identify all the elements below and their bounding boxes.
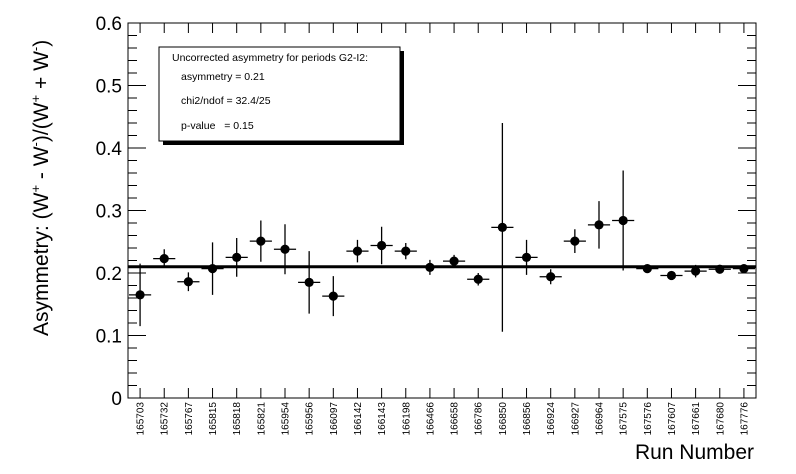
marker <box>401 246 411 256</box>
data-point <box>563 229 586 253</box>
marker <box>183 277 193 287</box>
data-point <box>418 259 441 275</box>
x-tick-label: 165956 <box>305 402 316 436</box>
x-tick-label: 165954 <box>281 402 292 436</box>
x-tick-label: 165703 <box>136 402 147 436</box>
x-tick-label: 167680 <box>715 402 726 436</box>
legend-title: Uncorrected asymmetry for periods G2-I2: <box>172 52 368 64</box>
x-tick-label: 166142 <box>353 402 364 436</box>
y-tick-label: 0.1 <box>96 327 122 348</box>
marker <box>425 262 435 272</box>
y-tick-label: 0.5 <box>96 77 122 98</box>
x-tick-label: 167607 <box>667 402 678 436</box>
x-tick-label: 167576 <box>643 402 654 436</box>
data-point <box>612 170 635 271</box>
legend-line-chi2: chi2/ndof = 32.4/25 <box>181 95 271 107</box>
data-point <box>539 269 562 285</box>
y-tick-label: 0.3 <box>96 202 122 223</box>
x-tick-label: 165732 <box>160 402 171 436</box>
x-tick-label: 166856 <box>522 402 533 436</box>
marker <box>497 222 507 232</box>
x-tick-label: 166143 <box>377 402 388 436</box>
marker <box>618 215 628 226</box>
data-point <box>201 242 224 295</box>
data-point <box>346 239 369 263</box>
data-point <box>249 220 272 262</box>
marker <box>715 264 725 274</box>
x-tick-label: 165821 <box>256 402 267 436</box>
x-tick-label: 165818 <box>232 402 243 436</box>
x-tick-label: 167776 <box>739 402 750 436</box>
data-point <box>515 239 538 275</box>
y-tick-label: 0.6 <box>96 14 122 35</box>
legend-line-pvalue: p-value = 0.15 <box>181 120 254 132</box>
marker <box>135 290 145 300</box>
x-tick-label: 165767 <box>184 402 195 436</box>
marker <box>546 272 556 282</box>
x-tick-label: 166924 <box>546 402 557 436</box>
marker <box>691 266 701 276</box>
legend-box <box>158 46 401 142</box>
marker <box>280 244 290 254</box>
data-point <box>708 264 731 274</box>
data-point <box>129 263 152 327</box>
data-point <box>225 238 248 277</box>
marker <box>352 246 363 256</box>
marker <box>232 252 242 262</box>
data-point <box>153 249 176 268</box>
x-tick-label: 166658 <box>450 402 461 436</box>
marker <box>521 252 532 262</box>
x-tick-label: 166850 <box>498 402 509 436</box>
legend: Uncorrected asymmetry for periods G2-I2:… <box>158 46 404 145</box>
x-tick-label: 167575 <box>619 402 630 436</box>
data-point <box>370 226 393 265</box>
data-point <box>177 272 200 292</box>
marker <box>570 236 580 246</box>
marker <box>377 240 387 251</box>
data-point <box>322 276 345 317</box>
x-tick-label: 166786 <box>474 402 485 436</box>
x-tick-label: 166198 <box>401 402 412 436</box>
data-point <box>298 251 321 314</box>
y-axis-title: Asymmetry: (W+ - W-)/(W+ + W-) <box>28 40 53 336</box>
y-tick-label: 0.2 <box>96 264 122 285</box>
legend-line-asymmetry: asymmetry = 0.21 <box>181 71 265 83</box>
marker <box>642 264 652 274</box>
marker <box>256 236 266 246</box>
marker <box>159 254 169 264</box>
data-point <box>587 201 611 249</box>
marker <box>666 270 677 281</box>
x-axis-title: Run Number <box>635 441 754 464</box>
data-point <box>273 224 297 275</box>
data-point <box>636 264 659 274</box>
data-point <box>660 270 683 281</box>
data-point <box>394 243 417 260</box>
x-tick-label: 165815 <box>208 402 219 436</box>
data-point <box>491 123 514 332</box>
data-point <box>684 264 707 278</box>
marker <box>328 291 338 301</box>
y-tick-label: 0.4 <box>96 139 123 160</box>
marker <box>594 220 604 230</box>
x-tick-label: 167661 <box>691 402 702 436</box>
x-tick-label: 166964 <box>595 402 606 436</box>
y-tick-label: 0 <box>111 389 122 410</box>
marker <box>739 264 749 274</box>
marker <box>473 274 483 284</box>
data-point <box>732 264 755 274</box>
marker <box>304 277 314 287</box>
marker <box>449 256 459 266</box>
x-tick-label: 166927 <box>570 402 581 436</box>
marker <box>207 264 218 274</box>
data-point <box>443 254 466 268</box>
data-point <box>467 273 490 286</box>
x-tick-label: 166466 <box>425 402 436 436</box>
x-tick-label: 166097 <box>329 402 340 436</box>
